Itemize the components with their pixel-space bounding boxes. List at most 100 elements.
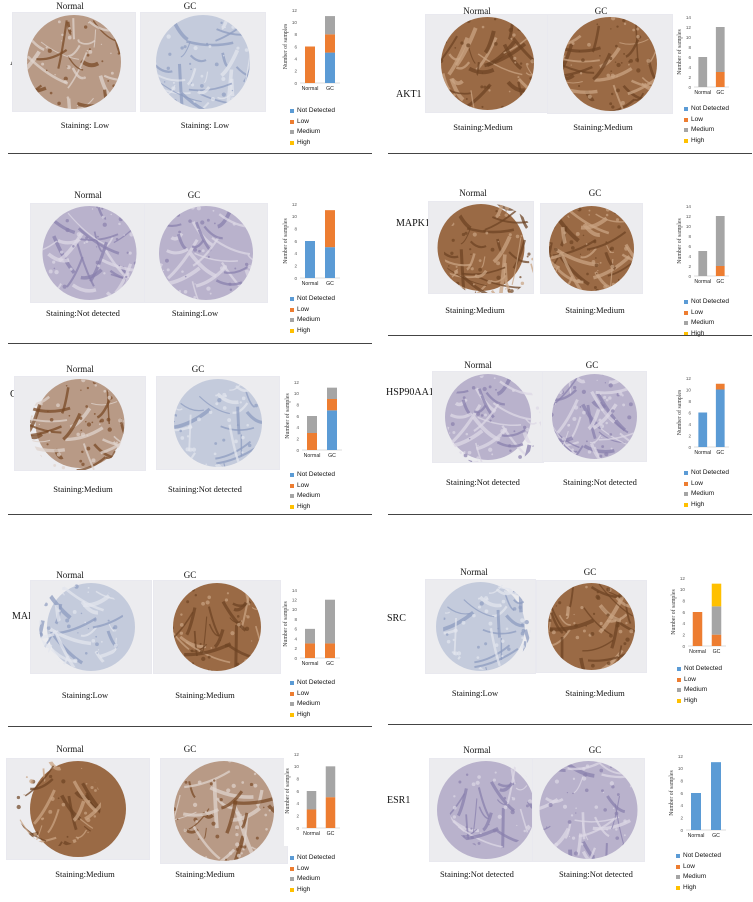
bar-low-normal [306,809,317,828]
bar-not-detected-gc [711,762,721,830]
bar-chart-hras: Number of samples 0 2 4 6 8 10 12 Normal GC [284,750,342,846]
x-tick-label-gc: GC [328,453,336,459]
y-axis-label: Number of samples [284,393,291,439]
legend-swatch [290,473,294,478]
legend-item: High [684,500,729,511]
y-tick-label: 2 [294,263,297,268]
y-tick-label: 12 [686,376,692,381]
column-header-normal: Normal [463,6,491,16]
y-tick-label: 8 [688,45,691,50]
legend: Not Detected Low Medium High [290,294,335,336]
column-header-normal: Normal [66,364,94,374]
legend-item: High [290,138,335,149]
ihc-image-gc [156,376,280,470]
y-tick-label: 8 [294,32,297,37]
y-tick-label: 0 [294,81,297,86]
legend-item: Not Detected [290,106,335,117]
legend-label: Medium [297,316,321,323]
staining-normal: Staining: Low [60,120,110,130]
column-header-gc: GC [588,188,602,198]
bar-medium-normal [698,57,708,87]
legend-label: Low [691,115,703,123]
gene-label: MAPK8 [12,611,46,622]
y-axis-label: Number of samples [282,218,289,264]
y-tick-label: 2 [688,75,691,80]
staining-normal: Staining:Medium [445,305,505,315]
legend-label: Low [297,117,309,125]
bar-medium-gc [715,27,725,72]
legend-item: Medium [290,315,335,326]
bar-low-gc [715,266,725,276]
y-tick-label: 10 [678,766,684,771]
legend-label: Not Detected [297,107,335,114]
legend: Not Detected Low Medium High [677,664,722,706]
ihc-image-normal [428,201,534,294]
y-tick-label: 0 [682,644,685,649]
panel-divider [8,726,372,727]
panel-divider [388,335,752,336]
y-tick-label: 14 [686,15,692,20]
legend-swatch [290,691,294,696]
y-tick-label: 0 [294,276,297,281]
bar-low-normal [305,46,315,83]
legend-item: Low [684,308,729,319]
column-header-gc: GC [183,1,197,11]
bar-medium-gc [325,766,336,798]
ihc-image-normal [14,376,146,471]
legend-label: Not Detected [683,852,721,859]
legend-swatch [684,128,688,133]
panel-divider [388,153,752,154]
legend-label: Low [684,675,696,683]
legend-label: Not Detected [691,105,729,112]
staining-normal: Staining:Medium [53,484,113,494]
y-tick-label: 2 [296,813,299,818]
legend-label: High [684,696,698,704]
y-tick-label: 2 [682,632,685,637]
legend-label: Not Detected [691,298,729,305]
legend-label: Not Detected [684,665,722,672]
legend-item: Medium [290,699,335,710]
bar-not-detected-normal [691,793,701,830]
ihc-image-gc [542,371,647,462]
ihc-image-normal [425,579,536,674]
bar-chart-hsp90aa1: Number of samples 0 2 4 6 8 10 12 Normal GC [676,374,731,465]
y-tick-label: 10 [292,607,298,612]
bar-chart-alb: Number of samples 0 2 4 6 8 10 12 Normal GC [282,6,342,101]
bar-chart-egfr: Number of samples 0 2 4 6 8 10 12 Normal GC [282,200,342,296]
ihc-image-normal [6,758,150,860]
ihc-image-normal [12,12,136,112]
bar-low-gc [325,210,335,248]
bar-not-detected-gc [325,247,335,278]
staining-normal: Staining:Low [451,688,499,698]
legend-item: Medium [290,874,335,885]
legend-label: Not Detected [297,295,335,302]
legend: Not Detected Low Medium High [290,678,335,720]
legend-item: Medium [684,125,729,136]
legend-label: Medium [297,700,321,707]
legend-item: Low [677,675,722,686]
column-header-normal: Normal [463,745,491,755]
staining-gc: Staining:Medium [565,305,625,315]
legend-swatch [677,698,681,703]
y-tick-label: 8 [680,778,683,783]
bar-not-detected-gc [327,410,337,450]
y-axis-label: Number of samples [282,601,289,647]
y-tick-label: 8 [294,617,297,622]
ihc-image-normal [432,371,544,463]
legend-item: Low [290,117,335,128]
legend-item: Not Detected [676,851,721,862]
legend-label: High [297,326,311,334]
y-tick-label: 2 [688,433,691,438]
legend-label: Medium [684,686,708,693]
legend-swatch [290,119,294,124]
staining-normal: Staining:Not detected [46,308,120,318]
y-tick-label: 6 [680,791,683,796]
legend-label: Medium [691,126,715,133]
y-tick-label: 4 [680,803,683,808]
legend-swatch [290,681,294,686]
y-tick-label: 4 [294,56,297,61]
staining-gc: Staining: Low [180,120,230,130]
gene-label: MAPK1 [396,218,430,229]
x-tick-label-normal: Normal [688,833,705,839]
x-tick-label-gc: GC [326,281,334,287]
